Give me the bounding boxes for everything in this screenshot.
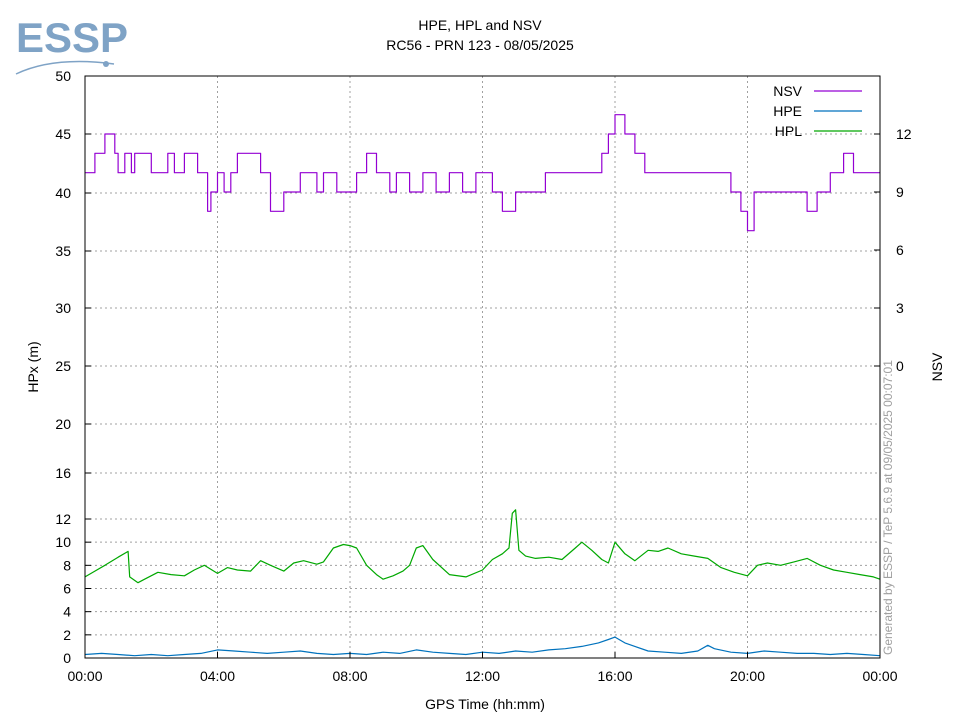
series-line-hpe xyxy=(84,636,881,657)
series-line-hpl xyxy=(84,509,881,584)
y-tick-label: 50 xyxy=(55,68,71,84)
logo-orbit-arc xyxy=(15,60,115,75)
series-line-nsv xyxy=(85,114,880,232)
y-tick-label: 25 xyxy=(55,358,71,374)
x-axis: 00:00 04:00 08:00 12:00 16:00 20:00 00:00 xyxy=(67,652,898,684)
x-tick-label: 00:00 xyxy=(862,668,897,684)
grid xyxy=(85,76,880,658)
y-tick-label: 8 xyxy=(63,557,71,573)
y-tick-label: 30 xyxy=(55,300,71,316)
x-tick-label: 04:00 xyxy=(200,668,235,684)
left-axis: 0 2 4 6 8 10 12 16 20 25 30 35 40 45 50 xyxy=(55,68,91,666)
y-tick-label: 40 xyxy=(55,185,71,201)
chart-subtitle: RC56 - PRN 123 - 08/05/2025 xyxy=(386,37,574,53)
y-tick-label: 20 xyxy=(55,416,71,432)
y2-axis-label: NSV xyxy=(929,352,945,381)
y2-tick-label: 9 xyxy=(896,184,904,200)
y2-tick-label: 6 xyxy=(896,242,904,258)
x-tick-label: 12:00 xyxy=(465,668,500,684)
y2-tick-label: 3 xyxy=(896,300,904,316)
logo-orbit-dot xyxy=(103,61,109,67)
x-axis-label: GPS Time (hh:mm) xyxy=(425,696,545,712)
y-tick-label: 10 xyxy=(55,534,71,550)
logo-text: ESSP xyxy=(16,14,128,61)
y2-tick-label: 0 xyxy=(896,358,904,374)
y-tick-label: 0 xyxy=(63,650,71,666)
y-tick-label: 35 xyxy=(55,243,71,259)
y-tick-label: 6 xyxy=(63,581,71,597)
legend-label-nsv: NSV xyxy=(773,83,802,99)
x-tick-label: 00:00 xyxy=(67,668,102,684)
legend-label-hpl: HPL xyxy=(775,123,802,139)
essp-logo: ESSP xyxy=(15,14,128,75)
y-tick-label: 4 xyxy=(63,604,71,620)
x-tick-label: 16:00 xyxy=(597,668,632,684)
y-tick-label: 2 xyxy=(63,627,71,643)
y-axis-label: HPx (m) xyxy=(25,341,41,392)
x-tick-label: 20:00 xyxy=(730,668,765,684)
chart-title: HPE, HPL and NSV xyxy=(418,17,542,33)
y-tick-label: 45 xyxy=(55,126,71,142)
legend-label-hpe: HPE xyxy=(773,103,802,119)
y-tick-label: 16 xyxy=(55,465,71,481)
right-axis: 0 3 6 9 12 xyxy=(874,126,912,374)
generated-by-note: Generated by ESSP / TeP 5.6.9 at 09/05/2… xyxy=(881,360,895,655)
x-tick-label: 08:00 xyxy=(332,668,367,684)
legend: NSV HPE HPL xyxy=(773,83,862,139)
y-tick-label: 12 xyxy=(55,511,71,527)
y2-tick-label: 12 xyxy=(896,126,912,142)
series-layer xyxy=(84,114,881,657)
